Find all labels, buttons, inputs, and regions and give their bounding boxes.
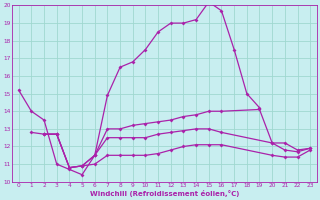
X-axis label: Windchill (Refroidissement éolien,°C): Windchill (Refroidissement éolien,°C) <box>90 190 239 197</box>
